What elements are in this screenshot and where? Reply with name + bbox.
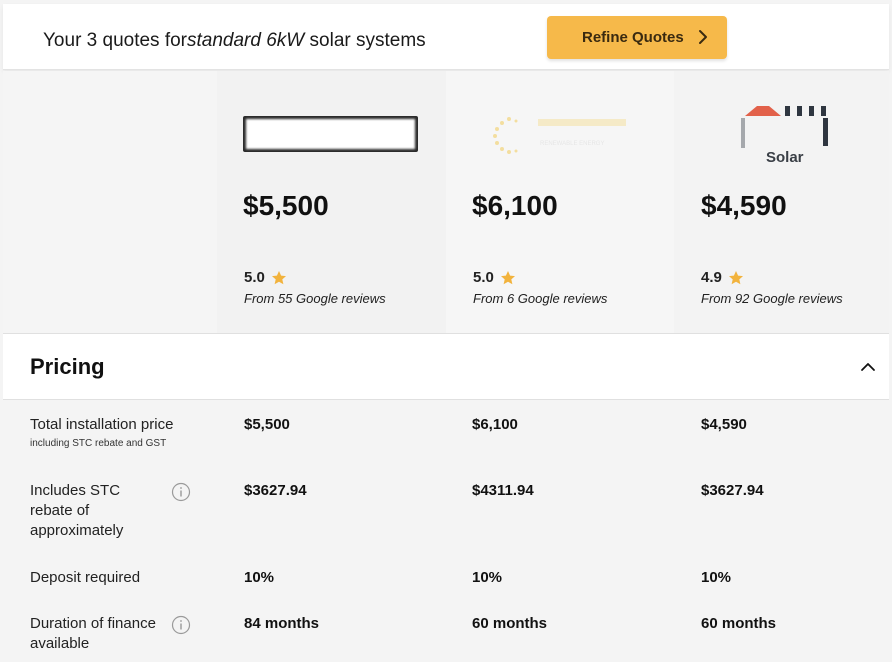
total-price-value-2: $6,100 <box>472 416 518 433</box>
quote-rating-3: 4.9 <box>701 269 744 286</box>
quote-column-1 <box>217 71 446 333</box>
rating-value-3: 4.9 <box>701 269 722 286</box>
row-sublabel-total-price: including STC rebate and GST <box>30 438 167 449</box>
rating-value-2: 5.0 <box>473 269 494 286</box>
star-icon <box>728 270 743 284</box>
stc-rebate-value-1: $3627.94 <box>244 482 307 499</box>
quote-reviews-2: From 6 Google reviews <box>473 291 608 306</box>
row-label-deposit: Deposit required <box>30 569 141 586</box>
refine-quotes-button[interactable]: Refine Quotes <box>547 16 727 59</box>
title-emphasis: standard 6kW <box>187 30 305 51</box>
title-suffix: solar systems <box>304 30 426 51</box>
quotes-header: Your 3 quotes forstandard 6kW solar syst… <box>3 4 889 70</box>
quote-column-3 <box>674 71 889 333</box>
stc-rebate-value-2: $4311.94 <box>472 482 534 499</box>
quote-rating-2: 5.0 <box>473 269 516 286</box>
quote-reviews-1: From 55 Google reviews <box>244 291 386 306</box>
total-price-value-3: $4,590 <box>701 416 747 433</box>
pricing-section-header[interactable]: Pricing <box>3 333 889 400</box>
row-label-total-price: Total installation price <box>30 416 174 433</box>
deposit-value-1: 10% <box>244 569 275 586</box>
installer-logo-2: RENEWABLE ENERGY <box>493 117 626 154</box>
label-column-bg <box>3 71 217 333</box>
row-label-stc-rebate: Includes STC rebate of approximately <box>30 482 124 539</box>
finance-duration-value-1: 84 months <box>244 615 320 632</box>
rating-value-1: 5.0 <box>244 269 265 286</box>
installer-logo-3: Solar <box>741 106 828 166</box>
logo3-text: Solar <box>766 149 804 166</box>
logo2-text: RENEWABLE ENERGY <box>540 141 604 147</box>
installer-logo-1 <box>243 116 418 152</box>
pricing-table <box>3 401 889 662</box>
quote-price-3: $4,590 <box>701 190 787 221</box>
deposit-value-2: 10% <box>472 569 503 586</box>
info-icon[interactable] <box>171 615 191 635</box>
row-label-finance-duration: Duration of finance available <box>30 615 156 652</box>
star-icon <box>271 270 286 284</box>
star-icon <box>500 270 515 284</box>
finance-duration-value-3: 60 months <box>701 615 777 632</box>
finance-duration-value-2: 60 months <box>472 615 548 632</box>
refine-quotes-label: Refine Quotes <box>582 29 684 46</box>
chevron-up-icon[interactable] <box>857 356 879 378</box>
quote-column-2 <box>446 71 674 333</box>
title-prefix: Your 3 quotes for <box>43 30 188 51</box>
total-price-value-1: $5,500 <box>244 416 290 433</box>
deposit-value-3: 10% <box>701 569 732 586</box>
chevron-right-icon <box>699 30 707 44</box>
stc-rebate-value-3: $3627.94 <box>701 482 764 499</box>
quote-price-2: $6,100 <box>472 190 558 221</box>
quote-price-1: $5,500 <box>243 190 329 221</box>
info-icon[interactable] <box>171 482 191 502</box>
page-title: Your 3 quotes forstandard 6kW solar syst… <box>43 30 426 52</box>
quote-reviews-3: From 92 Google reviews <box>701 291 843 306</box>
pricing-title: Pricing <box>30 354 105 379</box>
quote-rating-1: 5.0 <box>244 269 287 286</box>
